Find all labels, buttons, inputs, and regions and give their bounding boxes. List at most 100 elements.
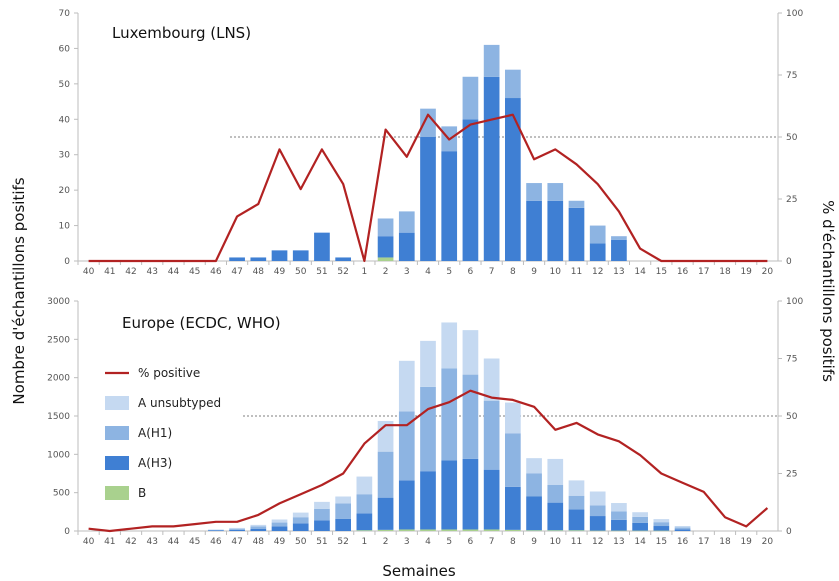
bar-b: [526, 530, 542, 531]
bar-a-h3: [356, 513, 373, 531]
legend-item-label: A unsubtyped: [138, 396, 221, 410]
bar-a-h1: [611, 511, 627, 520]
x-tick-label: 52: [337, 537, 348, 547]
bar-a-unsubtyped: [398, 360, 415, 412]
bar-a-h1: [335, 503, 351, 519]
bar-b: [420, 529, 436, 531]
bar-a-h1: [250, 526, 267, 529]
bar-a-h3: [462, 119, 479, 262]
x-tick-label: 15: [656, 267, 667, 277]
x-tick-label: 41: [104, 267, 115, 277]
bar-a-h3: [271, 526, 288, 531]
bar-a-h3: [483, 469, 500, 530]
x-tick-label: 43: [147, 537, 158, 547]
bar-a-h1: [547, 183, 564, 201]
bar-a-h3: [208, 530, 224, 531]
y2-tick-label: 75: [786, 71, 797, 81]
legend-line-label: % positive: [138, 366, 200, 380]
y-tick-label: 30: [59, 151, 71, 161]
y-tick-label: 0: [64, 527, 70, 537]
x-tick-label: 51: [316, 537, 327, 547]
bar-a-h1: [292, 517, 309, 524]
x-tick-label: 41: [104, 537, 115, 547]
bar-b: [568, 530, 585, 531]
x-tick-label: 42: [125, 267, 136, 277]
bar-a-h1: [589, 505, 606, 517]
y-tick-label: 500: [53, 489, 70, 499]
bar-b: [547, 530, 564, 531]
x-tick-label: 3: [404, 537, 410, 547]
bar-a-unsubtyped: [441, 322, 458, 369]
x-tick-label: 1: [361, 537, 367, 547]
y-tick-label: 3000: [47, 297, 70, 307]
bar-a-h1: [568, 200, 585, 208]
bar-a-unsubtyped: [483, 358, 500, 401]
legend-swatch: [105, 426, 129, 440]
x-tick-label: 12: [592, 537, 603, 547]
panel-title: Europe (ECDC, WHO): [122, 314, 281, 332]
y2-tick-label: 25: [786, 195, 797, 205]
x-tick-label: 49: [274, 267, 286, 277]
bar-a-h1: [229, 528, 245, 530]
pct-positive-line: [88, 113, 768, 263]
x-tick-label: 19: [740, 267, 752, 277]
y2-tick-label: 75: [786, 355, 797, 365]
bar-a-h1: [547, 485, 564, 503]
x-tick-label: 8: [510, 537, 516, 547]
bar-a-h3: [398, 480, 415, 530]
bar-a-h1: [632, 516, 648, 523]
bar-a-h3: [420, 137, 436, 261]
bar-b: [377, 257, 394, 261]
x-tick-label: 4: [425, 537, 431, 547]
bar-a-h1: [208, 529, 224, 531]
x-tick-label: 49: [274, 537, 286, 547]
bar-a-unsubtyped: [462, 330, 479, 375]
x-tick-label: 43: [147, 267, 158, 277]
bar-a-h1: [420, 386, 436, 472]
x-tick-label: 44: [168, 537, 180, 547]
bar-a-unsubtyped: [632, 512, 648, 517]
x-tick-label: 47: [231, 267, 242, 277]
x-tick-label: 7: [489, 267, 495, 277]
y2-axis-label: % d'échantillons positifs: [819, 200, 837, 382]
y2-tick-label: 0: [786, 527, 792, 537]
bar-b: [632, 530, 648, 532]
bar-a-h3: [271, 250, 288, 261]
legend-swatch: [105, 486, 129, 500]
y-tick-label: 1000: [47, 450, 70, 460]
bar-a-h3: [292, 523, 309, 531]
y-tick-label: 2000: [47, 374, 70, 384]
bar-a-h1: [505, 433, 521, 487]
legend-item-label: A(H3): [138, 456, 172, 470]
x-tick-label: 46: [210, 537, 222, 547]
x-tick-label: 46: [210, 267, 222, 277]
x-tick-label: 9: [531, 537, 537, 547]
x-tick-label: 14: [634, 537, 646, 547]
bar-a-h3: [632, 522, 648, 531]
x-tick-label: 45: [189, 537, 200, 547]
y-axis-label: Nombre d'échantillons positifs: [10, 177, 28, 404]
bar-b: [653, 530, 670, 532]
x-tick-label: 12: [592, 267, 603, 277]
bar-a-h1: [356, 494, 373, 514]
x-tick-label: 20: [762, 537, 774, 547]
x-tick-label: 13: [613, 537, 624, 547]
bar-a-h3: [314, 520, 330, 531]
bar-a-h3: [589, 516, 606, 531]
y-tick-label: 60: [59, 44, 71, 54]
pct-positive-line: [88, 389, 769, 533]
bar-a-unsubtyped: [653, 519, 670, 523]
bar-a-unsubtyped: [292, 512, 309, 518]
bar-a-h3: [250, 528, 267, 531]
legend-item-label: B: [138, 486, 146, 500]
x-tick-label: 48: [253, 537, 265, 547]
bar-b: [356, 530, 373, 531]
bar-a-h3: [377, 497, 394, 530]
bar-a-h1: [398, 411, 415, 481]
y2-tick-label: 50: [786, 412, 798, 422]
bar-a-h1: [483, 44, 500, 77]
x-tick-label: 19: [740, 537, 752, 547]
bar-a-unsubtyped: [568, 480, 585, 496]
x-tick-label: 4: [425, 267, 431, 277]
bar-a-h3: [674, 529, 691, 531]
